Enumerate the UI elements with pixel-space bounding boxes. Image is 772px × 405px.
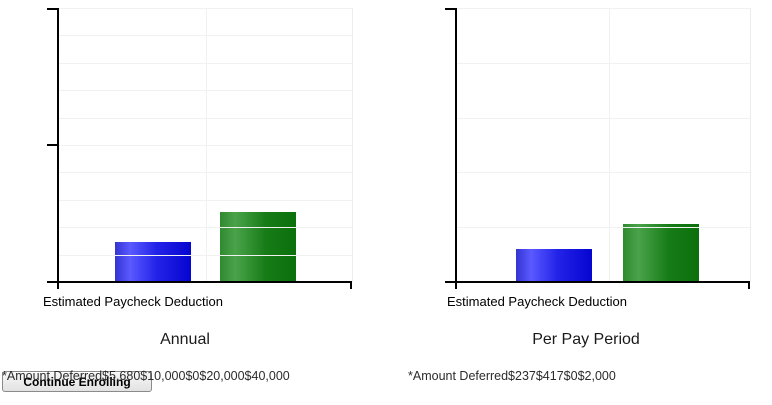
vertical-gridline: [609, 8, 610, 282]
horizontal-gridline: [457, 63, 750, 64]
horizontal-gridline: [59, 118, 352, 119]
plot-right-border: [352, 8, 353, 282]
chart-title: Annual: [160, 331, 210, 348]
horizontal-gridline: [59, 172, 352, 173]
x-axis-label: Estimated Paycheck Deduction: [43, 294, 223, 309]
y-axis-tick: [445, 281, 457, 283]
amount-deferred-values: *Amount Deferred$237$417$0$2,000: [408, 369, 616, 383]
horizontal-gridline: [457, 172, 750, 173]
continue-enrolling-button[interactable]: Continue Enrolling: [2, 371, 152, 392]
horizontal-gridline: [457, 8, 750, 9]
horizontal-gridline: [457, 227, 750, 228]
x-axis-label: Estimated Paycheck Deduction: [447, 294, 627, 309]
horizontal-gridline: [59, 90, 352, 91]
plot-area: [445, 8, 751, 289]
y-axis-tick: [47, 281, 59, 283]
horizontal-gridline: [59, 35, 352, 36]
y-axis-tick: [47, 8, 59, 10]
horizontal-gridline: [59, 8, 352, 9]
x-axis-tick: [350, 283, 352, 289]
horizontal-gridline: [59, 227, 352, 228]
y-axis-tick: [445, 8, 457, 10]
chart-title: Per Pay Period: [532, 331, 640, 348]
x-axis-tick: [748, 283, 750, 289]
y-axis-tick: [47, 144, 59, 146]
plot-area: [47, 8, 353, 289]
horizontal-gridline: [59, 255, 352, 256]
green-bar: [220, 212, 296, 281]
x-axis-tick: [57, 283, 59, 289]
y-axis: [455, 8, 457, 283]
x-axis: [445, 281, 750, 283]
per-pay-period-chart: Estimated Paycheck Deduction Per Pay Per…: [402, 0, 770, 405]
green-bar: [623, 224, 699, 281]
blue-bar: [115, 242, 191, 281]
horizontal-gridline: [59, 145, 352, 146]
plot-right-border: [750, 8, 751, 282]
horizontal-gridline: [457, 118, 750, 119]
x-axis: [47, 281, 352, 283]
horizontal-gridline: [59, 200, 352, 201]
x-axis-tick: [455, 283, 457, 289]
annual-chart: Estimated Paycheck Deduction Annual *Amo…: [1, 0, 369, 405]
horizontal-gridline: [59, 63, 352, 64]
blue-bar: [516, 249, 592, 281]
